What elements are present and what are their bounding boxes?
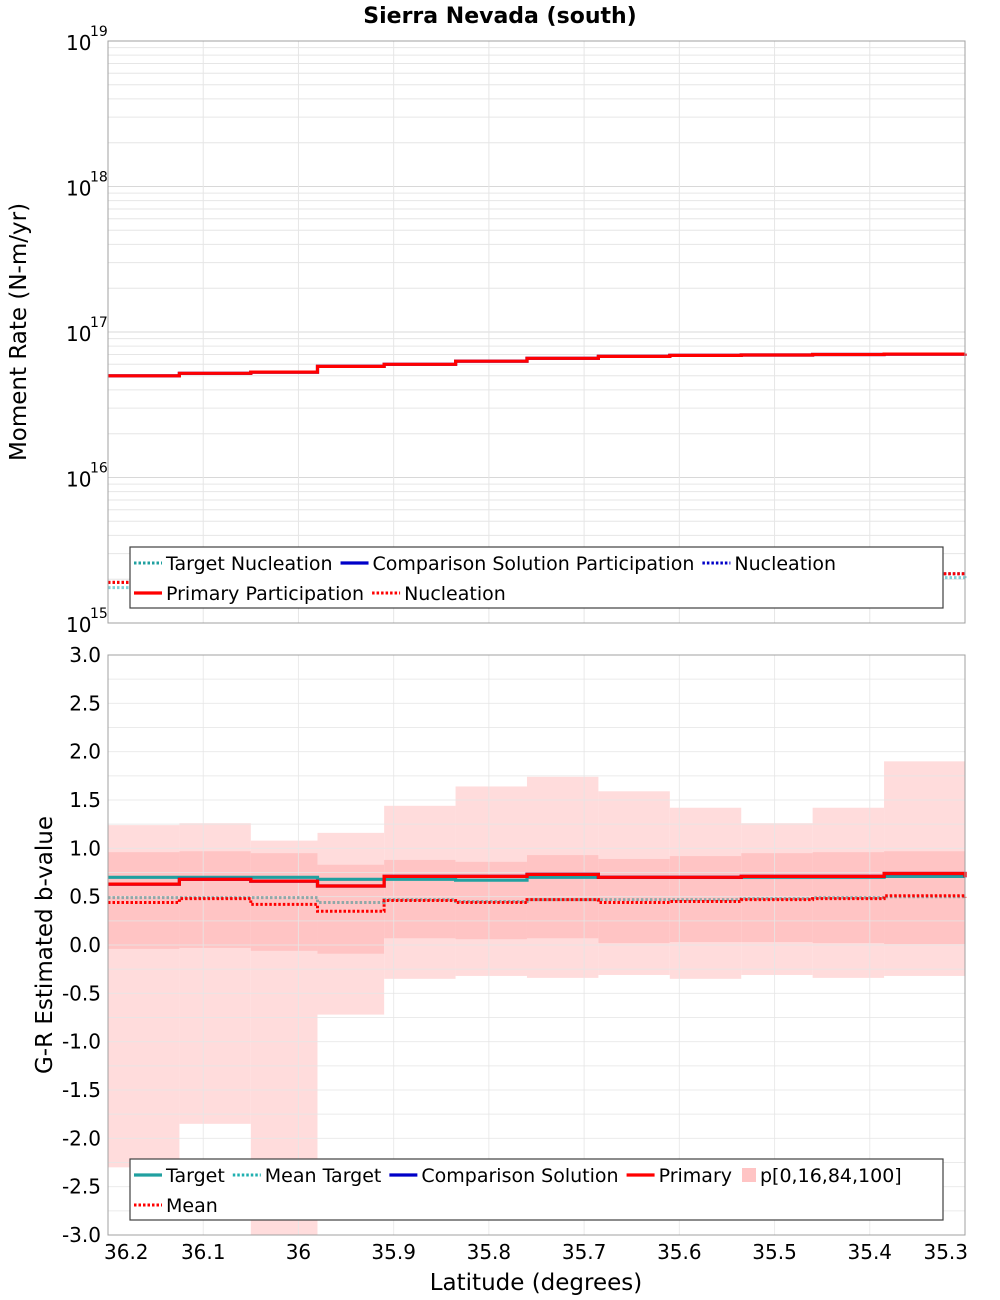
y-tick-label: 3.0 (69, 643, 101, 667)
y-tick-label: -2.0 (62, 1126, 101, 1150)
legend-label: Primary Participation (166, 583, 364, 605)
moment-rate-legend: Target Nucleation Comparison Solution Par… (129, 546, 944, 609)
b-value-series (108, 871, 967, 913)
y-tick-label: 0.0 (69, 933, 101, 957)
legend-entry: Comparison Solution (389, 1165, 619, 1187)
band-p16-p84 (108, 852, 180, 949)
svg-text:16: 16 (90, 461, 108, 477)
y-tick-label: -2.5 (62, 1175, 101, 1199)
legend-entry: p[0,16,84,100] (742, 1165, 902, 1187)
chart-title: Sierra Nevada (south) (363, 4, 636, 29)
legend-entry: Target (134, 1165, 225, 1187)
legend-label: Mean Target (265, 1165, 382, 1187)
band-p16-p84 (884, 851, 965, 945)
y-tick-label: 1.0 (69, 836, 101, 860)
legend-entry: Nucleation (702, 553, 836, 575)
latitude-x-ticks: 36.2 36.1 36 35.9 35.8 35.7 35.6 35.5 35.4 35.3 (104, 1240, 968, 1264)
y-tick-label: 2.0 (69, 740, 101, 764)
x-tick-label: 35.8 (467, 1240, 512, 1264)
svg-text:15: 15 (90, 606, 108, 622)
y-tick-label: -1.5 (62, 1078, 101, 1102)
moment-rate-y-axis-label: Moment Rate (N-m/yr) (6, 203, 32, 461)
legend-entry: Primary Participation (134, 583, 364, 605)
svg-text:10: 10 (66, 31, 91, 55)
y-tick-label: -0.5 (62, 981, 101, 1005)
x-tick-label: 36.2 (104, 1240, 149, 1264)
legend-label: Nucleation (734, 553, 836, 575)
series-line-3 (108, 352, 967, 378)
y-tick-label: -3.0 (62, 1223, 101, 1247)
x-tick-label: 35.3 (923, 1240, 968, 1264)
series-line-3 (108, 871, 967, 888)
svg-text:10: 10 (66, 177, 91, 201)
legend-label: Comparison Solution (421, 1165, 618, 1187)
x-tick-label: 35.7 (562, 1240, 607, 1264)
legend-label: Target (165, 1165, 225, 1187)
b-value-legend: Target Mean Target Comparison Solution Prim… (129, 1158, 944, 1221)
svg-text:10: 10 (66, 322, 91, 346)
legend-box (129, 546, 944, 609)
legend-label: Mean (166, 1195, 218, 1217)
b-value-y-axis-label: G-R Estimated b-value (32, 816, 58, 1074)
legend-entry: Nucleation (372, 583, 506, 605)
legend-swatch (742, 1168, 756, 1182)
x-tick-label: 35.6 (657, 1240, 702, 1264)
legend-box (129, 1158, 944, 1221)
y-tick-label: 1.5 (69, 788, 101, 812)
legend-entry: Mean Target (232, 1165, 382, 1187)
series-line-4 (108, 894, 967, 913)
x-tick-label: 36.1 (181, 1240, 226, 1264)
b-value-plot-border (107, 654, 966, 1236)
x-tick-label: 36 (286, 1240, 311, 1264)
y-tick-label: 2.5 (69, 691, 101, 715)
legend-label: p[0,16,84,100] (760, 1165, 902, 1187)
legend-label: Target Nucleation (165, 553, 333, 575)
legend-label: Primary (659, 1165, 732, 1187)
svg-text:17: 17 (90, 315, 108, 331)
y-tick-label: -1.0 (62, 1030, 101, 1054)
legend-entry: Comparison Solution Participation (340, 553, 695, 575)
x-tick-label: 35.4 (848, 1240, 893, 1264)
b-value-y-ticks: 3.0 2.5 2.0 1.5 1.0 0.5 0.0 -0.5 -1.0 -1.5 -2.0 -2.… (62, 643, 101, 1247)
svg-text:10: 10 (66, 468, 91, 492)
band-p16-p84 (250, 853, 318, 951)
legend-entry: Primary (626, 1165, 732, 1187)
legend-label: Comparison Solution Participation (373, 553, 695, 575)
y-tick-label: 0.5 (69, 885, 101, 909)
legend-entry: Mean (134, 1195, 218, 1217)
svg-text:10: 10 (66, 613, 91, 637)
x-tick-label: 35.5 (752, 1240, 797, 1264)
svg-text:19: 19 (90, 24, 108, 40)
svg-text:18: 18 (90, 170, 108, 186)
x-tick-label: 35.9 (371, 1240, 416, 1264)
moment-rate-plot-border (107, 40, 966, 624)
b-value-panel: 3.0 2.5 2.0 1.5 1.0 0.5 0.0 -0.5 -1.0 -1.5 -2.0 -2.… (32, 643, 968, 1296)
x-axis-label: Latitude (degrees) (430, 1270, 643, 1296)
legend-entry: Target Nucleation (134, 553, 333, 575)
series-line-1 (108, 895, 967, 904)
legend-label: Nucleation (404, 583, 506, 605)
